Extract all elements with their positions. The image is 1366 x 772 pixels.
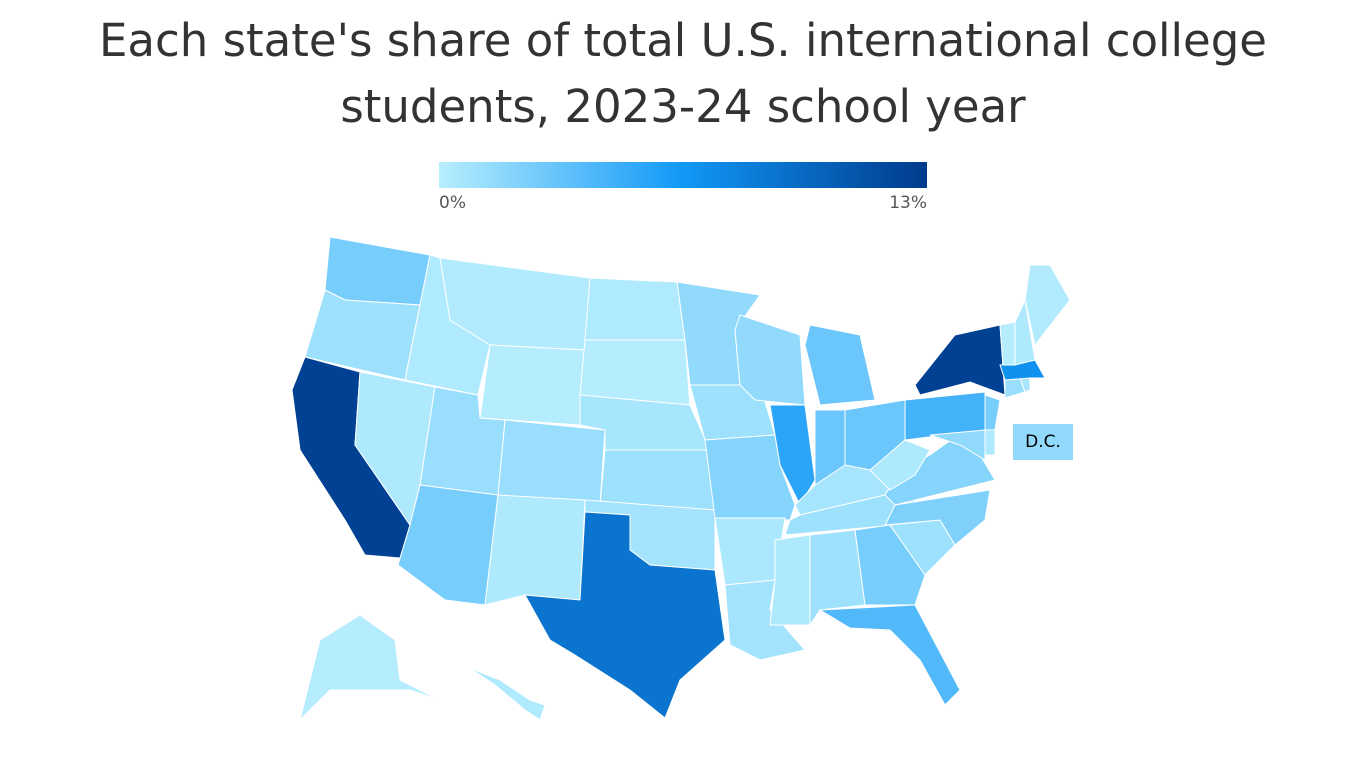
dc-box (1013, 424, 1073, 460)
state (769, 534, 811, 626)
state (1024, 264, 1071, 347)
states: D.C. (291, 236, 1073, 722)
state (299, 614, 441, 722)
state (804, 324, 876, 406)
state (1014, 298, 1036, 366)
state (984, 429, 996, 456)
state (854, 524, 926, 606)
state (914, 324, 1006, 396)
state (599, 449, 716, 511)
colorbar (439, 162, 927, 188)
state (999, 321, 1016, 366)
title-box: Each state's share of total U.S. interna… (99, 14, 1267, 133)
chart-title: Each state's share of total U.S. interna… (99, 14, 1267, 133)
state (464, 664, 546, 721)
state (479, 344, 586, 426)
colorbar-max-label: 13% (889, 193, 927, 213)
state (984, 394, 1001, 431)
state (324, 236, 431, 306)
state (869, 439, 931, 491)
state (929, 429, 986, 461)
state (579, 339, 691, 406)
state (734, 314, 806, 406)
state (497, 419, 606, 506)
dc-label: D.C. (1025, 432, 1061, 452)
state (524, 511, 726, 719)
colorbar-min-label: 0% (439, 193, 466, 213)
state (809, 529, 866, 627)
state (584, 277, 686, 341)
state (818, 604, 961, 706)
state (484, 494, 586, 606)
